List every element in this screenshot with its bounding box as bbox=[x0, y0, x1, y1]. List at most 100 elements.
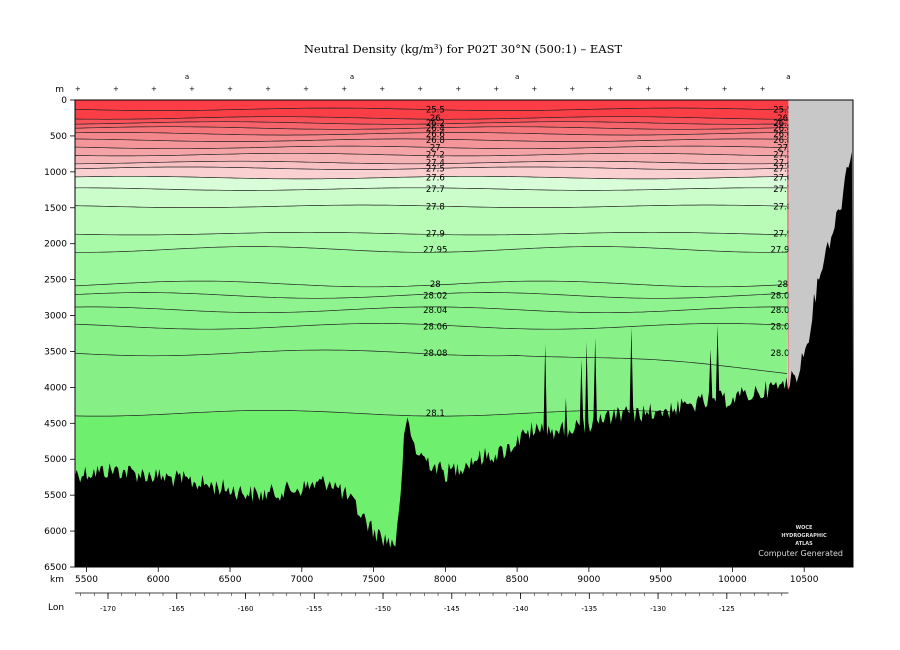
station-tick: + bbox=[151, 85, 157, 93]
watermark-line: WOCE bbox=[796, 525, 813, 531]
station-tick: + bbox=[493, 85, 499, 93]
contour-label-right-27.2: 27.2 bbox=[773, 151, 792, 161]
contour-line-27.6 bbox=[75, 175, 787, 180]
y-axis-unit: m bbox=[55, 85, 64, 95]
x-tick-label: 7000 bbox=[290, 575, 313, 585]
section-marker: a bbox=[515, 73, 519, 81]
lon-tick-label: -140 bbox=[513, 605, 529, 613]
contour-line-28.04 bbox=[75, 306, 788, 314]
x-tick-label: 5500 bbox=[75, 575, 98, 585]
station-tick: + bbox=[684, 85, 690, 93]
station-tick: + bbox=[379, 85, 385, 93]
contour-label-26.4: 26.4 bbox=[426, 124, 445, 134]
contour-line-26.4 bbox=[75, 126, 788, 130]
contour-label-right-28.04: 28.04 bbox=[770, 306, 794, 316]
contour-label-27.4: 27.4 bbox=[426, 159, 445, 169]
contour-label-right-27.8: 27.8 bbox=[773, 202, 792, 212]
contour-label-right-27.4: 27.4 bbox=[773, 159, 792, 169]
lon-tick-label: -170 bbox=[100, 605, 116, 613]
contour-label-27.95: 27.95 bbox=[423, 245, 447, 255]
seafloor-topography bbox=[75, 151, 853, 567]
contour-label-right-26: 26 bbox=[777, 114, 788, 124]
contour-label-27.6: 27.6 bbox=[426, 174, 445, 184]
x-tick-label: 9500 bbox=[649, 575, 672, 585]
station-tick: + bbox=[722, 85, 728, 93]
contour-label-28.08: 28.08 bbox=[423, 349, 447, 359]
x-tick-label: 8000 bbox=[434, 575, 457, 585]
lon-axis-label: Lon bbox=[48, 603, 64, 613]
section-marker: a bbox=[637, 73, 641, 81]
lon-tick-label: -125 bbox=[719, 605, 735, 613]
station-tick: + bbox=[417, 85, 423, 93]
contour-label-right-27.5: 27.5 bbox=[773, 164, 792, 174]
contour-label-right-27.6: 27.6 bbox=[773, 174, 792, 184]
watermark-line: HYDROGRAPHIC bbox=[781, 533, 827, 539]
lon-tick-label: -145 bbox=[444, 605, 460, 613]
contour-label-25.5: 25.5 bbox=[426, 105, 445, 115]
contour-line-27.4 bbox=[75, 160, 788, 165]
lon-tick-label: -150 bbox=[375, 605, 391, 613]
station-tick: + bbox=[531, 85, 537, 93]
station-tick: + bbox=[341, 85, 347, 93]
y-tick-label: 5500 bbox=[44, 491, 67, 501]
station-tick: + bbox=[265, 85, 271, 93]
y-tick-label: 1500 bbox=[44, 204, 67, 214]
contour-label-28.02: 28.02 bbox=[423, 291, 447, 301]
station-tick: + bbox=[227, 85, 233, 93]
contour-line-28 bbox=[75, 280, 788, 288]
contour-label-right-26.4: 26.4 bbox=[773, 124, 792, 134]
contour-label-26.2: 26.2 bbox=[426, 119, 445, 129]
chart-title: Neutral Density (kg/m³) for P02T 30°N (5… bbox=[304, 42, 623, 56]
contour-line-26 bbox=[75, 116, 788, 120]
x-tick-label: 10500 bbox=[790, 575, 819, 585]
contour-label-28: 28 bbox=[430, 280, 441, 290]
contour-line-28.1 bbox=[75, 410, 787, 417]
contour-line-27.5 bbox=[75, 166, 788, 170]
y-tick-label: 3000 bbox=[44, 312, 67, 322]
section-marker: a bbox=[185, 73, 189, 81]
y-tick-label: 0 bbox=[61, 96, 67, 106]
contour-label-26.8: 26.8 bbox=[426, 136, 445, 146]
contour-label-right-26.2: 26.2 bbox=[773, 119, 792, 129]
y-tick-label: 6000 bbox=[44, 527, 67, 537]
contour-line-26.2 bbox=[75, 121, 788, 125]
y-tick-label: 5000 bbox=[44, 455, 67, 465]
lon-tick-label: -165 bbox=[169, 605, 185, 613]
contour-label-27: 27 bbox=[430, 143, 441, 153]
contour-label-right-28.08: 28.08 bbox=[770, 349, 794, 359]
contour-label-right-27.7: 27.7 bbox=[773, 185, 792, 195]
y-tick-label: 500 bbox=[50, 132, 67, 142]
station-tick: + bbox=[607, 85, 613, 93]
contour-label-28.1: 28.1 bbox=[426, 409, 445, 419]
x-tick-label: 6000 bbox=[147, 575, 170, 585]
contour-line-27.7 bbox=[75, 187, 787, 191]
contour-line-27.2 bbox=[75, 152, 787, 157]
contour-line-28.08 bbox=[75, 349, 788, 374]
station-tick: + bbox=[303, 85, 309, 93]
contour-label-27.5: 27.5 bbox=[426, 164, 445, 174]
contour-label-right-28: 28 bbox=[777, 280, 788, 290]
lon-tick-label: -155 bbox=[306, 605, 322, 613]
contour-line-27.9 bbox=[75, 231, 788, 236]
station-tick: + bbox=[75, 85, 81, 93]
section-marker: a bbox=[350, 73, 354, 81]
contour-line-28.06 bbox=[75, 323, 788, 330]
station-tick: + bbox=[646, 85, 652, 93]
x-tick-label: 9000 bbox=[577, 575, 600, 585]
x-tick-label: 7500 bbox=[362, 575, 385, 585]
contour-label-right-27: 27 bbox=[777, 143, 788, 153]
watermark-line: ATLAS bbox=[795, 541, 813, 547]
x-tick-label: 10000 bbox=[718, 575, 747, 585]
plot-frame bbox=[74, 99, 854, 568]
y-tick-label: 2500 bbox=[44, 276, 67, 286]
contour-label-27.7: 27.7 bbox=[426, 185, 445, 195]
lon-tick-label: -130 bbox=[650, 605, 666, 613]
x-axis-unit: km bbox=[50, 575, 64, 585]
contour-line-26.8 bbox=[75, 138, 788, 142]
contour-label-28.06: 28.06 bbox=[423, 322, 447, 332]
contour-label-right-27.9: 27.9 bbox=[773, 230, 792, 240]
contour-label-right-26.6: 26.6 bbox=[773, 130, 792, 140]
station-tick: + bbox=[455, 85, 461, 93]
contour-label-26: 26 bbox=[430, 114, 441, 124]
